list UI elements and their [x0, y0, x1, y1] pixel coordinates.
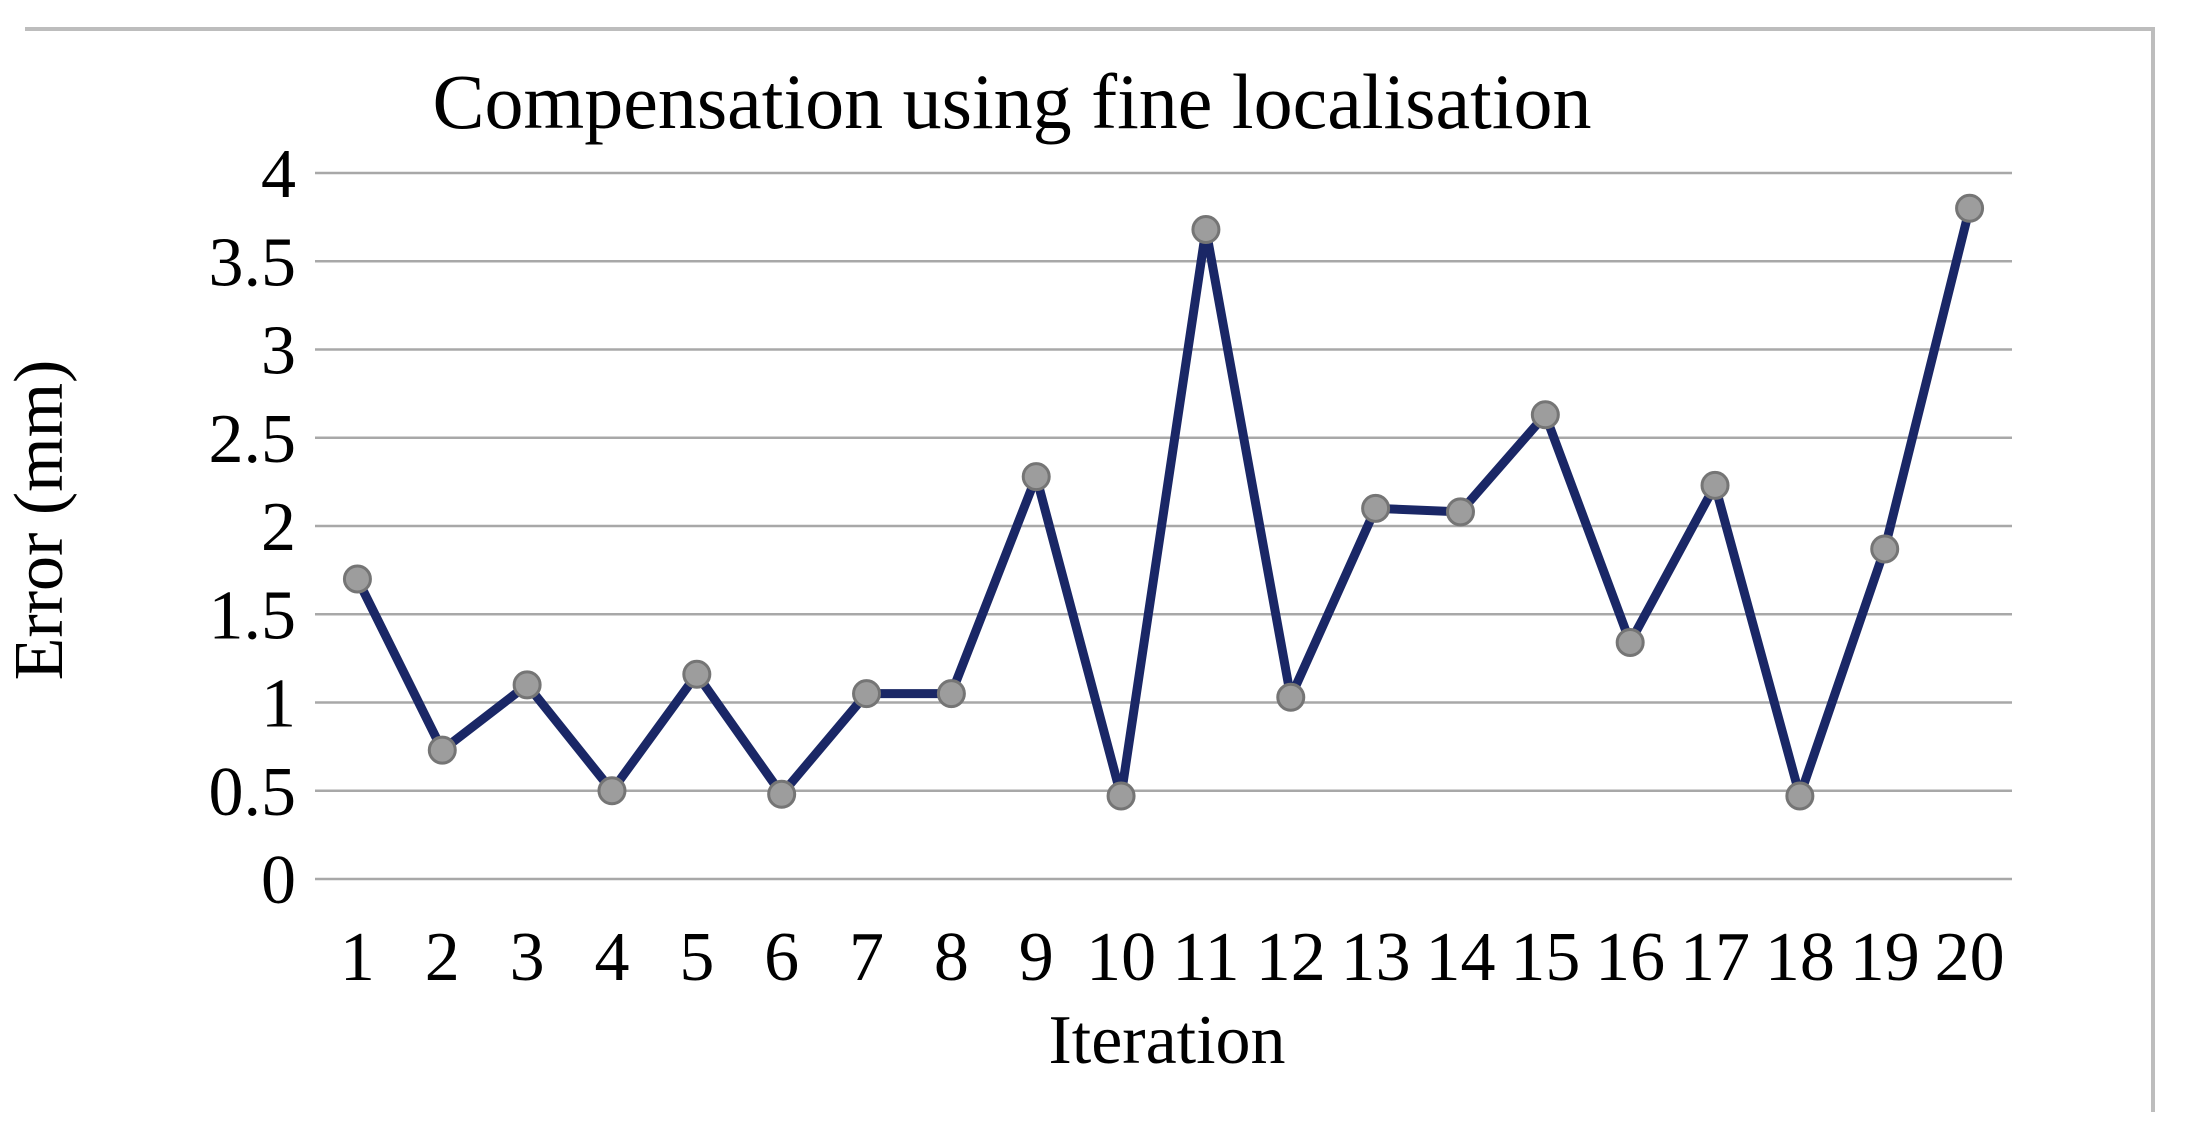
y-axis-title: Error (mm) — [1, 360, 78, 681]
x-tick-label-6: 6 — [764, 919, 799, 996]
y-tick-label-3.5: 3.5 — [209, 224, 297, 301]
x-tick-label-14: 14 — [1425, 919, 1495, 996]
data-point-20 — [1955, 193, 1985, 223]
data-point-5 — [682, 659, 712, 689]
data-point-7 — [852, 679, 882, 709]
x-tick-label-4: 4 — [594, 919, 629, 996]
x-tick-label-17: 17 — [1680, 919, 1750, 996]
data-point-13 — [1361, 493, 1391, 523]
x-tick-label-2: 2 — [425, 919, 460, 996]
data-point-markers — [342, 193, 1985, 811]
y-tick-label-2.5: 2.5 — [209, 401, 297, 478]
data-point-18 — [1785, 781, 1815, 811]
data-point-10 — [1106, 781, 1136, 811]
data-point-3 — [512, 670, 542, 700]
data-point-11 — [1191, 214, 1221, 244]
x-tick-label-1: 1 — [340, 919, 375, 996]
x-tick-label-11: 11 — [1172, 919, 1239, 996]
data-point-17 — [1700, 470, 1730, 500]
x-tick-label-5: 5 — [679, 919, 714, 996]
x-tick-label-9: 9 — [1019, 919, 1054, 996]
x-tick-label-10: 10 — [1086, 919, 1156, 996]
x-tick-label-8: 8 — [934, 919, 969, 996]
x-axis-title: Iteration — [1048, 1002, 1285, 1079]
data-point-15 — [1530, 400, 1560, 430]
chart-border — [25, 27, 2155, 1112]
chart-title: Compensation using fine localisation — [433, 58, 1592, 145]
y-tick-label-3: 3 — [261, 313, 296, 390]
y-tick-label-1: 1 — [261, 666, 296, 743]
data-point-2 — [427, 735, 457, 765]
error-series-line — [352, 203, 1975, 801]
y-axis-tick-labels: 0 0.5 1 1.5 2 2.5 3 3.5 4 — [209, 136, 297, 919]
data-point-9 — [1021, 462, 1051, 492]
y-tick-label-0.5: 0.5 — [209, 754, 297, 831]
y-tick-label-0: 0 — [261, 842, 296, 919]
data-point-12 — [1276, 682, 1306, 712]
data-point-8 — [936, 679, 966, 709]
data-point-16 — [1615, 627, 1645, 657]
x-tick-label-7: 7 — [849, 919, 884, 996]
x-tick-label-20: 20 — [1935, 919, 2005, 996]
data-point-14 — [1445, 497, 1475, 527]
x-tick-label-15: 15 — [1510, 919, 1580, 996]
x-axis-tick-labels: 1 2 3 4 5 6 7 8 9 10 11 12 13 14 15 16 17 18 19 20 — [340, 919, 2005, 996]
data-point-4 — [597, 776, 627, 806]
y-tick-label-1.5: 1.5 — [209, 577, 297, 654]
y-tick-label-2: 2 — [261, 489, 296, 566]
x-tick-label-16: 16 — [1595, 919, 1665, 996]
y-tick-label-4: 4 — [261, 136, 296, 213]
x-tick-label-18: 18 — [1765, 919, 1835, 996]
data-point-1 — [342, 564, 372, 594]
data-point-19 — [1870, 534, 1900, 564]
x-tick-label-3: 3 — [510, 919, 545, 996]
x-tick-label-13: 13 — [1341, 919, 1411, 996]
x-tick-label-19: 19 — [1850, 919, 1920, 996]
data-point-6 — [767, 779, 797, 809]
x-tick-label-12: 12 — [1256, 919, 1326, 996]
